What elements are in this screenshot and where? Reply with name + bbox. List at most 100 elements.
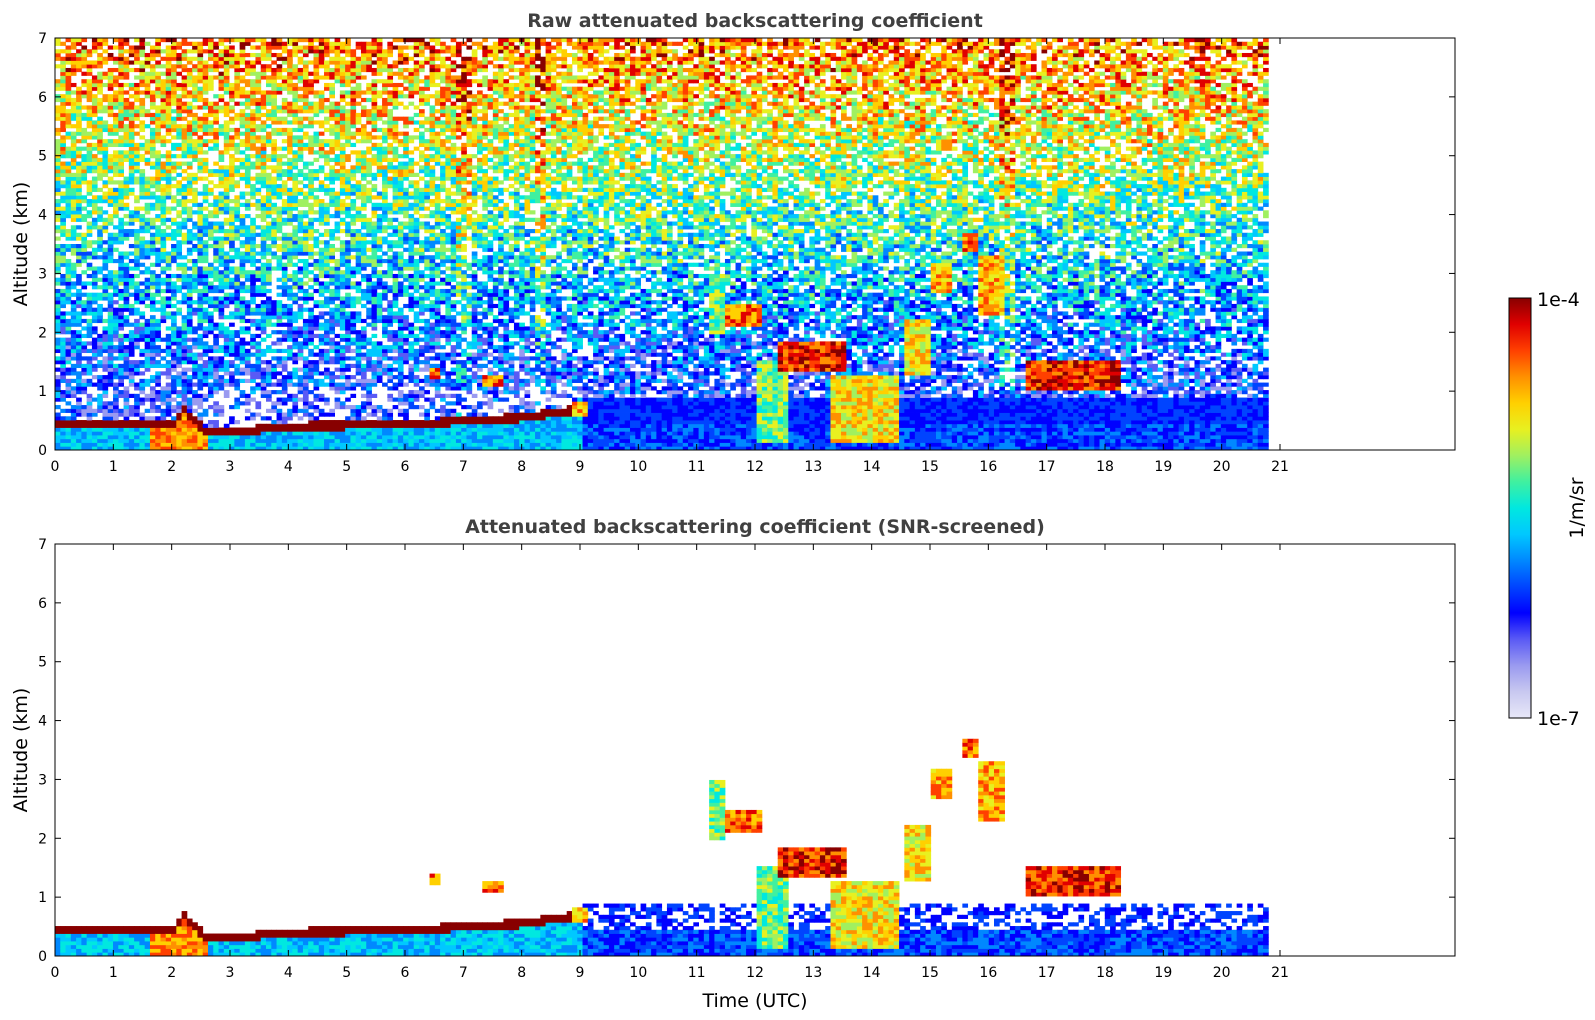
heatmap-cell: [366, 356, 372, 361]
heatmap-cell: [229, 217, 235, 222]
heatmap-cell: [81, 79, 88, 84]
heatmap-cell: [186, 360, 193, 365]
heatmap-cell: [197, 333, 204, 339]
heatmap-cell: [292, 214, 299, 219]
heatmap-cell: [160, 49, 167, 54]
heatmap-cell: [123, 251, 130, 256]
heatmap-cell: [302, 131, 309, 136]
heatmap-cell: [339, 244, 346, 249]
heatmap-cell: [97, 210, 103, 215]
heatmap-cell: [271, 109, 277, 114]
heatmap-cell: [318, 322, 325, 327]
heatmap-cell: [276, 244, 283, 249]
heatmap-cell: [260, 288, 267, 294]
heatmap-cell: [324, 333, 330, 339]
heatmap-cell: [334, 49, 341, 54]
heatmap-cell: [345, 79, 351, 84]
heatmap-cell: [255, 270, 262, 275]
heatmap-cell: [155, 318, 161, 324]
heatmap-cell: [91, 124, 98, 129]
heatmap-cell: [76, 161, 82, 166]
heatmap-cell: [334, 67, 341, 73]
heatmap-cell: [202, 195, 209, 200]
heatmap-cell: [86, 326, 93, 331]
heatmap-cell: [218, 442, 225, 447]
heatmap-cell: [329, 356, 335, 361]
heatmap-cell: [250, 71, 256, 76]
heatmap-cell: [91, 281, 98, 286]
heatmap-cell: [139, 214, 146, 219]
heatmap-cell: [192, 94, 198, 99]
heatmap-cell: [65, 45, 72, 50]
heatmap-cell: [113, 322, 119, 327]
heatmap-cell: [329, 49, 335, 54]
heatmap-cell: [186, 206, 193, 211]
heatmap-cell: [144, 52, 151, 58]
heatmap-cell: [171, 116, 177, 121]
heatmap-cell: [218, 206, 225, 211]
heatmap-cell: [102, 97, 109, 103]
heatmap-cell: [366, 49, 372, 54]
heatmap-cell: [118, 442, 124, 447]
heatmap-cell: [318, 371, 325, 376]
heatmap-cell: [345, 180, 351, 185]
heatmap-cell: [339, 281, 346, 286]
heatmap-cell: [97, 442, 103, 447]
heatmap-cell: [318, 446, 325, 450]
heatmap-cell: [318, 270, 325, 275]
heatmap-cell: [266, 56, 272, 61]
heatmap-cell: [60, 296, 66, 301]
heatmap-cell: [181, 270, 188, 275]
heatmap-cell: [86, 105, 93, 110]
heatmap-cell: [281, 247, 288, 252]
heatmap-cell: [186, 397, 193, 402]
heatmap-cell: [102, 41, 109, 46]
heatmap-cell: [366, 255, 372, 260]
heatmap-cell: [287, 337, 293, 342]
heatmap-cell: [176, 247, 183, 252]
heatmap-cell: [271, 191, 277, 196]
heatmap-cell: [329, 112, 335, 118]
heatmap-cell: [202, 79, 209, 84]
heatmap-cell: [155, 116, 161, 121]
heatmap-cell: [250, 154, 256, 159]
heatmap-cell: [197, 45, 204, 50]
heatmap-cell: [334, 71, 341, 76]
heatmap-cell: [329, 75, 335, 80]
heatmap-cell: [144, 184, 151, 189]
heatmap-cell: [165, 285, 172, 290]
heatmap-cell: [76, 262, 82, 267]
heatmap-cell: [207, 285, 214, 290]
heatmap-cell: [65, 390, 72, 395]
heatmap-cell: [128, 405, 135, 410]
heatmap-cell: [76, 154, 82, 159]
heatmap-cell: [281, 420, 288, 425]
heatmap-cell: [213, 229, 219, 234]
heatmap-cell: [128, 371, 135, 376]
heatmap-cell: [155, 79, 161, 84]
heatmap-cell: [155, 229, 161, 234]
heatmap-cell: [91, 420, 98, 425]
heatmap-cell: [165, 112, 172, 118]
heatmap-cell: [134, 165, 140, 170]
heatmap-cell: [234, 210, 241, 215]
heatmap-cell: [197, 105, 204, 110]
heatmap-cell: [197, 431, 204, 436]
heatmap-cell: [55, 157, 61, 162]
heatmap-cell: [276, 64, 283, 69]
heatmap-cell: [176, 416, 183, 421]
heatmap-cell: [255, 341, 262, 346]
heatmap-cell: [134, 322, 140, 327]
heatmap-cell: [223, 258, 230, 264]
heatmap-cell: [218, 191, 225, 196]
heatmap-cell: [292, 97, 299, 103]
heatmap-cell: [229, 38, 235, 43]
heatmap-cell: [213, 45, 219, 50]
heatmap-cell: [60, 206, 66, 211]
heatmap-cell: [144, 345, 151, 350]
heatmap-cell: [218, 431, 225, 436]
heatmap-cell: [371, 412, 378, 417]
heatmap-cell: [55, 131, 61, 136]
heatmap-cell: [234, 38, 241, 43]
heatmap-cell: [287, 101, 293, 106]
